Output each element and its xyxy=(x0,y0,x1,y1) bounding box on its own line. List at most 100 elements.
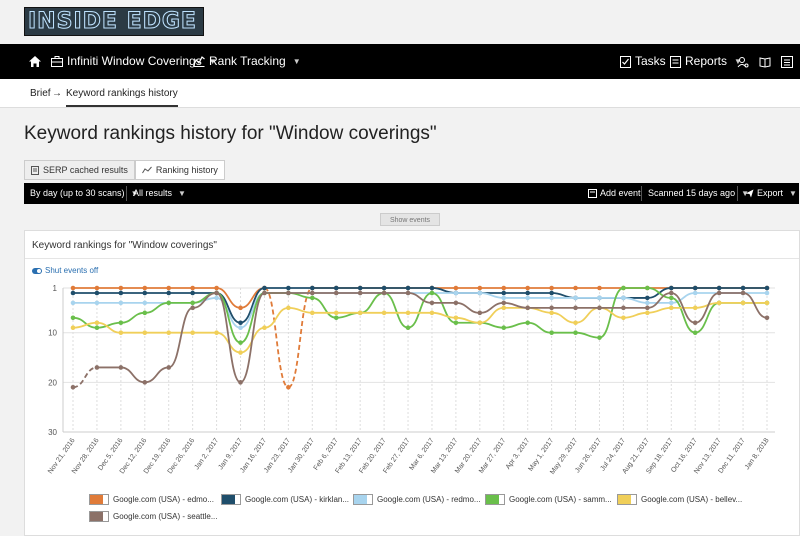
legend-item[interactable]: Google.com (USA) - bellev... xyxy=(617,494,742,505)
book-icon[interactable] xyxy=(759,44,771,79)
series-point xyxy=(501,325,507,331)
home-icon[interactable] xyxy=(28,44,42,79)
series-point xyxy=(405,290,411,296)
rank-tracking-dropdown[interactable]: Rank Tracking ▼ xyxy=(193,44,301,79)
add-event-button[interactable]: Add event xyxy=(588,183,641,204)
series-line-segment xyxy=(287,287,313,389)
series-point xyxy=(190,285,195,291)
series-point xyxy=(764,290,770,296)
show-events-button[interactable]: Show events xyxy=(380,213,440,226)
series-line-segment xyxy=(72,316,97,329)
x-tick-label: Apr 3, 2017 xyxy=(505,437,532,471)
series-point xyxy=(429,310,435,316)
series-point xyxy=(597,285,602,291)
period-dropdown[interactable]: By day (up to 30 scans) ▼ xyxy=(30,183,138,204)
legend-swatch xyxy=(617,494,637,505)
series-point xyxy=(549,290,554,296)
series-point xyxy=(740,290,746,296)
series-point xyxy=(501,305,507,311)
series-point xyxy=(238,340,243,345)
legend-item[interactable]: Google.com (USA) - samm... xyxy=(485,494,612,505)
list-icon[interactable] xyxy=(781,44,793,79)
tab-serp-cached[interactable]: SERP cached results xyxy=(24,160,135,180)
breadcrumb-arrow-icon: → xyxy=(52,88,62,99)
results-dropdown[interactable]: All results ▼ xyxy=(133,183,186,204)
results-label: All results xyxy=(133,188,173,198)
series-point xyxy=(597,305,602,311)
series-point xyxy=(525,290,530,296)
chart-toolbar: By day (up to 30 scans) ▼ All results ▼ Ad… xyxy=(24,183,799,204)
export-dropdown[interactable]: Export ▼ xyxy=(745,183,797,204)
series-point xyxy=(453,320,459,326)
series-point xyxy=(262,290,267,296)
series-point xyxy=(405,325,411,331)
series-point xyxy=(525,295,530,301)
tab-ranking-label: Ranking history xyxy=(155,165,218,175)
series-line-segment xyxy=(407,292,433,329)
users-icon[interactable] xyxy=(737,44,749,79)
tasks-button[interactable]: Tasks xyxy=(620,44,666,79)
x-tick-label: Mar 27, 2017 xyxy=(478,437,507,475)
series-line-segment xyxy=(695,301,720,309)
series-point xyxy=(668,305,674,311)
chart-panel-title: Keyword rankings for "Window coverings" xyxy=(32,240,217,251)
series-line-segment xyxy=(383,292,409,329)
document-icon xyxy=(31,165,39,175)
series-point xyxy=(501,295,507,301)
legend-item[interactable]: Google.com (USA) - kirklan... xyxy=(221,494,349,505)
series-point xyxy=(692,290,698,296)
x-tick-label: Mar 6, 2017 xyxy=(408,437,435,472)
series-point xyxy=(645,310,650,316)
legend-item[interactable]: Google.com (USA) - edmo... xyxy=(89,494,214,505)
series-line-segment xyxy=(671,292,696,304)
chevron-down-icon: ▼ xyxy=(789,189,797,198)
series-line-segment xyxy=(264,306,289,329)
series-line-segment xyxy=(431,292,457,324)
chevron-down-icon: ▼ xyxy=(130,189,139,198)
breadcrumb-brief[interactable]: Brief xyxy=(30,88,51,99)
reports-dropdown[interactable]: Reports ▼ xyxy=(670,44,742,79)
legend-item[interactable]: Google.com (USA) - seattle... xyxy=(89,511,217,522)
series-point xyxy=(573,295,578,301)
rank-tracking-label: Rank Tracking xyxy=(209,54,286,68)
series-point xyxy=(166,300,172,306)
series-point xyxy=(692,330,698,335)
series-point xyxy=(310,295,315,301)
series-line-segment xyxy=(216,292,242,384)
series-point xyxy=(238,320,243,326)
legend-swatch xyxy=(89,494,109,505)
series-point xyxy=(70,290,76,296)
series-line-segment xyxy=(647,287,672,299)
series-line-segment xyxy=(144,366,169,384)
export-label: Export xyxy=(757,188,784,198)
series-point xyxy=(214,330,219,335)
series-point xyxy=(94,325,100,331)
series-point xyxy=(310,310,315,316)
legend-item[interactable]: Google.com (USA) - redmo... xyxy=(353,494,481,505)
series-point xyxy=(405,285,411,291)
series-point xyxy=(429,290,435,296)
legend-swatch xyxy=(221,494,241,505)
series-point xyxy=(333,290,339,296)
series-point xyxy=(142,300,148,306)
scanned-dropdown[interactable]: Scanned 15 days ago ▼ xyxy=(648,183,749,204)
reports-label: Reports xyxy=(685,54,728,68)
breadcrumb: Brief → Keyword rankings history xyxy=(0,79,800,108)
series-point xyxy=(716,290,722,296)
series-point xyxy=(501,300,507,306)
shut-events-toggle[interactable]: Shut events off xyxy=(32,266,98,275)
series-point xyxy=(549,295,554,301)
chevron-down-icon: ▼ xyxy=(292,57,301,66)
tasks-icon xyxy=(620,55,631,68)
series-point xyxy=(238,305,243,311)
series-point xyxy=(477,285,483,291)
brand-logo[interactable]: INSIDE EDGE xyxy=(24,7,204,36)
client-dropdown[interactable]: Infiniti Window Coverings ▼ xyxy=(51,44,217,79)
toggle-icon xyxy=(32,267,42,274)
series-line-segment xyxy=(240,292,265,384)
series-line-segment xyxy=(360,292,385,314)
tab-ranking-history[interactable]: Ranking history xyxy=(134,160,225,180)
series-point xyxy=(190,305,195,311)
legend-label: Google.com (USA) - edmo... xyxy=(113,495,214,504)
